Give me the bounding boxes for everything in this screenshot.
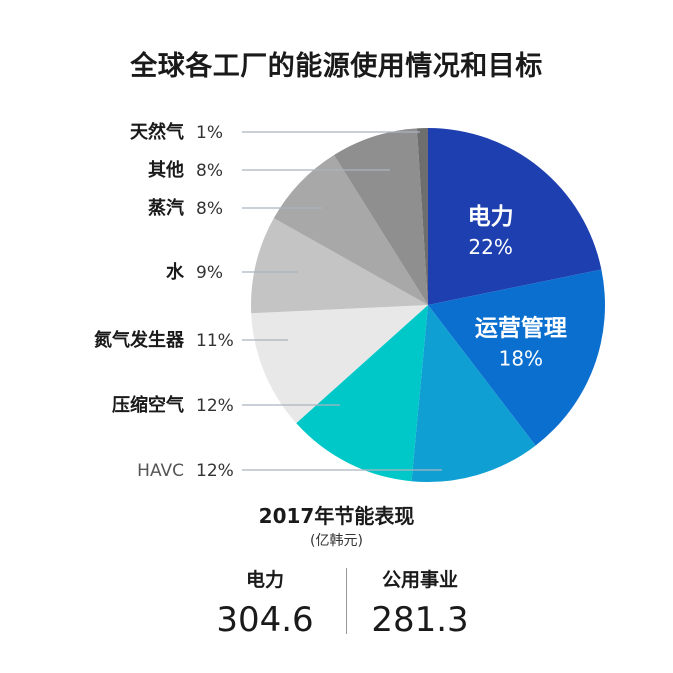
slice-label: 氮气发生器 [94, 329, 185, 351]
slice-label: 运营管理 [475, 315, 567, 342]
slice-label: 压缩空气 [112, 394, 184, 416]
pie-slice [428, 128, 602, 305]
slice-value-label: 22% [468, 235, 512, 259]
slice-label: 其他 [148, 159, 184, 181]
summary-utilities-value: 281.3 [371, 600, 469, 640]
pie-slice [416, 128, 428, 305]
pie-slice [251, 305, 428, 424]
pie-slice [411, 305, 536, 482]
pie-slices [251, 128, 605, 482]
slice-label: 电力 [468, 204, 514, 230]
slice-value-label: 8% [196, 161, 223, 181]
summary-electricity: 电力 304.6 [185, 565, 345, 640]
pie-slice [296, 305, 428, 482]
leader-lines [242, 131, 442, 471]
summary-electricity-value: 304.6 [216, 600, 314, 640]
pie-slice [428, 269, 605, 446]
slice-label: 水 [166, 261, 185, 283]
pie-slice [273, 155, 428, 305]
slice-value-label: 18% [499, 347, 543, 371]
slice-value-label: 9% [196, 263, 223, 283]
slice-value-label: 12% [196, 461, 234, 481]
pie-slice [333, 128, 428, 305]
slice-labels: 电力 22% 运营管理 18% HAVC 12% 压缩空气 12% 氮气发生器 11% 水 9% 蒸汽 8… [94, 121, 567, 481]
chart-title: 全球各工厂的能源使用情况和目标 [130, 51, 543, 82]
slice-value-label: 12% [196, 396, 234, 416]
slice-label: 天然气 [130, 121, 184, 143]
summary-divider [346, 568, 347, 634]
summary-utilities: 公用事业 281.3 [340, 565, 500, 640]
summary-title: 2017年节能表现 [258, 504, 415, 528]
pie-slice [251, 218, 428, 314]
slice-label: HAVC [137, 461, 184, 481]
slice-value-label: 8% [196, 199, 223, 219]
summary-utilities-label: 公用事业 [381, 569, 458, 591]
slice-label: 蒸汽 [148, 197, 184, 219]
slice-value-label: 1% [196, 123, 223, 143]
summary-electricity-label: 电力 [245, 569, 284, 591]
slice-value-label: 11% [196, 331, 234, 351]
summary-unit: (亿韩元) [310, 533, 363, 549]
